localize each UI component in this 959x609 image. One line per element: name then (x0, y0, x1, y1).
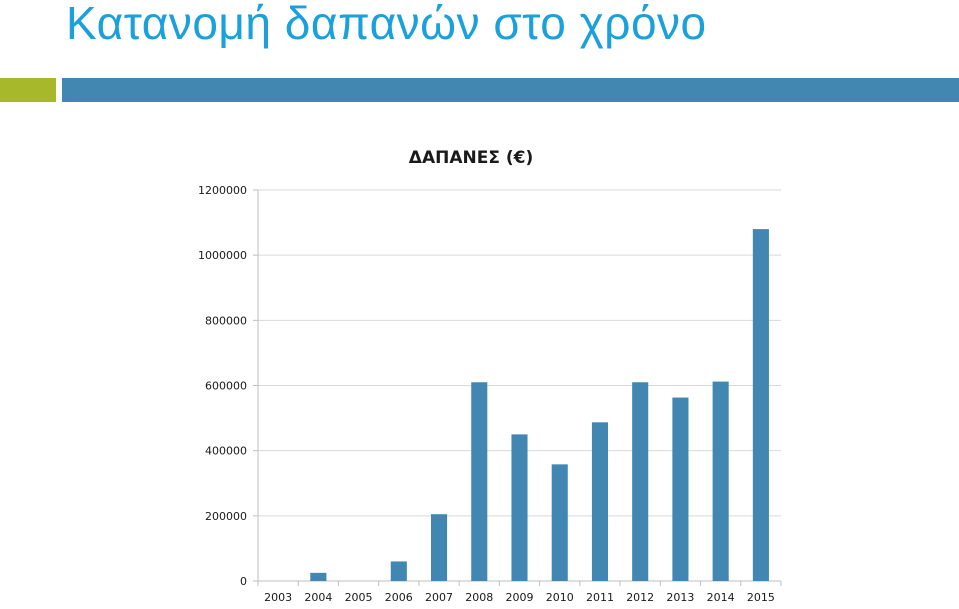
bar-2004 (310, 572, 327, 581)
x-tick-label: 2006 (385, 591, 413, 604)
x-tick-label: 2011 (586, 591, 614, 604)
bar-2012 (632, 382, 649, 581)
y-tick-label: 200000 (205, 510, 247, 523)
slide-title: Κατανομή δαπανών στο χρόνο (66, 0, 707, 49)
x-tick-label: 2015 (747, 591, 775, 604)
chart-title: ΔΑΠΑΝΕΣ (€) (409, 148, 533, 168)
x-tick-label: 2003 (264, 591, 292, 604)
y-tick-labels: 0 200000 400000 600000 800000 1000000 1200000 (198, 184, 247, 588)
x-tick-labels: 2003 2004 2005 2006 2007 2008 2009 2010 2011 2012… (264, 591, 775, 604)
gridlines (258, 189, 781, 517)
bar-2006 (390, 561, 407, 581)
x-tick-label: 2014 (707, 591, 735, 604)
bar-2013 (672, 397, 689, 581)
x-tick-label: 2004 (304, 591, 332, 604)
y-tick-label: 600000 (205, 380, 247, 393)
bar-2009 (511, 434, 528, 581)
bar-2015 (752, 229, 769, 581)
x-tick-label: 2013 (666, 591, 694, 604)
x-tick-label: 2005 (345, 591, 373, 604)
y-tick-label: 1200000 (198, 184, 247, 197)
x-tick-label: 2007 (425, 591, 453, 604)
y-tick-label: 0 (240, 575, 247, 588)
y-tick-label: 1000000 (198, 249, 247, 262)
x-tick-label: 2008 (465, 591, 493, 604)
bar-2008 (471, 382, 488, 581)
header-bar (62, 78, 959, 102)
x-tick-label: 2010 (546, 591, 574, 604)
x-tick-label: 2012 (626, 591, 654, 604)
x-tick-label: 2009 (506, 591, 534, 604)
bar-2010 (551, 464, 568, 581)
bar-2007 (430, 514, 448, 581)
y-tick-label: 400000 (205, 445, 247, 458)
y-tick-label: 800000 (205, 314, 247, 327)
bar-2011 (591, 422, 609, 581)
bars (310, 229, 769, 581)
accent-square (0, 78, 56, 102)
bar-2014 (712, 381, 729, 581)
